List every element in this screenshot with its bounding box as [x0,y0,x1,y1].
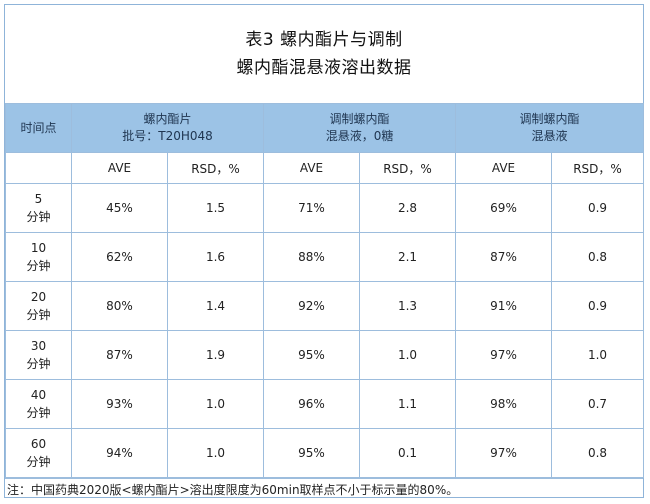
time-point-value: 10 [30,241,47,255]
ave-cell: 88% [263,232,360,282]
rsd-cell: 1.1 [358,379,457,429]
rsd-cell: 1.4 [167,281,264,331]
ave-cell: 80% [71,281,168,331]
ave-cell: 93% [71,379,168,429]
ave-cell: 94% [71,428,168,478]
ave-cell: 87% [71,330,168,380]
rsd-cell: 2.1 [358,232,457,282]
time-point-cell: 10 分钟 [5,232,72,282]
time-point-unit: 分钟 [26,259,51,273]
group-header-line1: 调制螺内酯 [329,112,390,126]
time-point-unit: 分钟 [26,210,51,224]
rsd-cell: 0.8 [551,232,645,282]
time-point-unit: 分钟 [26,455,51,469]
time-point-value: 40 [30,388,47,402]
subheader-row: AVE RSD，% AVE RSD，% AVE RSD，% [5,152,645,184]
group-header-line2: 混悬液，0糖 [325,129,394,143]
ave-cell: 95% [263,428,360,478]
subheader-rsd: RSD，% [551,152,645,184]
title-line-1: 表3 螺内酯片与调制 [245,30,403,50]
dissolution-table: 时间点 螺内酯片 批号：T20H048 调制螺内酯 混悬液，0糖 调制螺内酯 混… [5,103,645,478]
table-row: 10 分钟 62% 1.6 88% 2.1 87% 0.8 [5,232,645,282]
ave-cell: 71% [263,183,360,233]
table-title: 表3 螺内酯片与调制 螺内酯混悬液溶出数据 [5,5,643,103]
time-point-cell: 30 分钟 [5,330,72,380]
ave-cell: 96% [263,379,360,429]
time-point-unit: 分钟 [26,406,51,420]
subheader-ave: AVE [71,152,168,184]
title-line-2: 螺内酯混悬液溶出数据 [236,58,412,78]
rsd-cell: 0.9 [551,183,645,233]
table-frame: 表3 螺内酯片与调制 螺内酯混悬液溶出数据 时间点 螺内酯片 批号：T20H04… [4,4,645,501]
ave-cell: 97% [455,330,553,380]
table-row: 5 分钟 45% 1.5 71% 2.8 69% 0.9 [5,183,645,233]
time-point-value: 60 [30,437,47,451]
time-point-unit: 分钟 [26,357,51,371]
rsd-cell: 1.0 [358,330,457,380]
ave-cell: 95% [263,330,360,380]
group-header-line1: 螺内酯片 [143,112,192,126]
rsd-cell: 1.6 [167,232,264,282]
subheader-ave: AVE [263,152,360,184]
rsd-cell: 1.0 [551,330,645,380]
subheader-rsd: RSD，% [167,152,264,184]
group-header-line2: 混悬液 [531,129,568,143]
group-header-suspension-no-sugar: 调制螺内酯 混悬液，0糖 [262,103,457,153]
time-header: 时间点 [5,103,72,153]
rsd-cell: 1.5 [167,183,264,233]
rsd-cell: 0.1 [358,428,457,478]
time-point-unit: 分钟 [26,308,51,322]
ave-cell: 45% [71,183,168,233]
ave-cell: 91% [455,281,553,331]
footnote: 注：中国药典2020版<螺内酯片>溶出度限度为60min取样点不小于标示量的80… [5,478,643,501]
time-point-cell: 20 分钟 [5,281,72,331]
header-row: 时间点 螺内酯片 批号：T20H048 调制螺内酯 混悬液，0糖 调制螺内酯 混… [5,103,645,153]
group-header-line1: 调制螺内酯 [519,112,580,126]
ave-cell: 87% [455,232,553,282]
time-point-cell: 5 分钟 [5,183,72,233]
rsd-cell: 1.9 [167,330,264,380]
subheader-rsd: RSD，% [358,152,457,184]
rsd-cell: 0.8 [551,428,645,478]
rsd-cell: 2.8 [358,183,457,233]
ave-cell: 97% [455,428,553,478]
rsd-cell: 0.9 [551,281,645,331]
rsd-cell: 1.0 [167,379,264,429]
rsd-cell: 0.7 [551,379,645,429]
group-header-line2: 批号：T20H048 [122,129,213,143]
group-header-suspension: 调制螺内酯 混悬液 [455,103,645,153]
rsd-cell: 1.0 [167,428,264,478]
ave-cell: 62% [71,232,168,282]
ave-cell: 69% [455,183,553,233]
time-point-value: 5 [34,192,43,206]
time-point-value: 20 [30,290,47,304]
rsd-cell: 1.3 [358,281,457,331]
subheader-ave: AVE [455,152,553,184]
ave-cell: 98% [455,379,553,429]
table-row: 20 分钟 80% 1.4 92% 1.3 91% 0.9 [5,281,645,331]
table-row: 40 分钟 93% 1.0 96% 1.1 98% 0.7 [5,379,645,429]
subheader-empty [5,152,72,184]
time-point-value: 30 [30,339,47,353]
time-point-cell: 60 分钟 [5,428,72,478]
ave-cell: 92% [263,281,360,331]
group-header-tablet: 螺内酯片 批号：T20H048 [71,103,264,153]
table-row: 60 分钟 94% 1.0 95% 0.1 97% 0.8 [5,428,645,478]
time-point-cell: 40 分钟 [5,379,72,429]
table-row: 30 分钟 87% 1.9 95% 1.0 97% 1.0 [5,330,645,380]
